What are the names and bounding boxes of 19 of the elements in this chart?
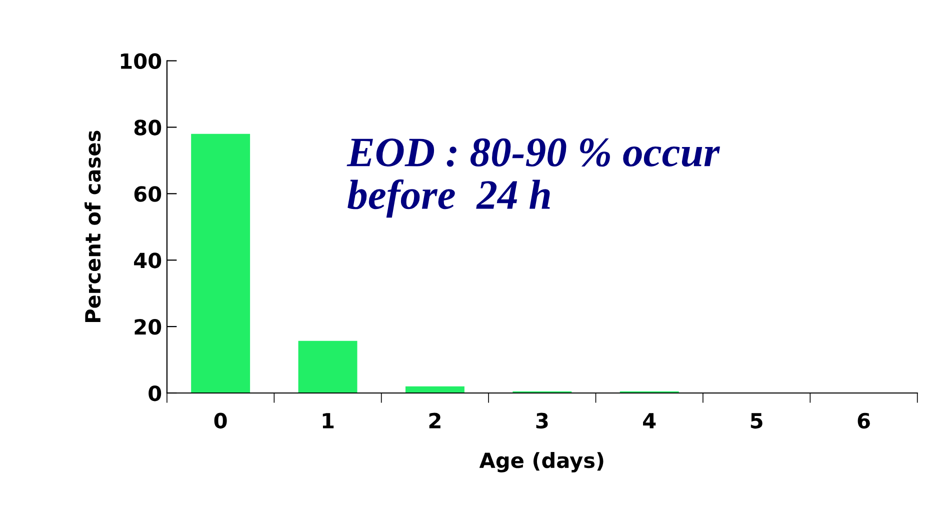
x-tick-label: 2 xyxy=(429,412,440,428)
y-axis-title: Percent of cases xyxy=(84,130,101,322)
x-tick-label: 0 xyxy=(214,412,227,429)
annotation: EOD : 80-90 % occur before 24 h xyxy=(346,138,720,218)
y-tick-label: 20 xyxy=(134,319,162,335)
x-tick-label: 4 xyxy=(643,413,656,428)
bar xyxy=(191,134,250,393)
x-tick-label: 6 xyxy=(858,412,870,429)
x-axis-title: Age (days) xyxy=(479,452,604,472)
x-tick-label: 1 xyxy=(322,413,334,428)
x-tick-label: 3 xyxy=(536,412,548,429)
y-tick-label: 80 xyxy=(134,120,162,136)
y-tick-label: 40 xyxy=(134,252,162,268)
x-tick-label: 5 xyxy=(750,413,762,429)
bar xyxy=(405,386,464,393)
bar xyxy=(298,340,358,393)
y-tick-label: 100 xyxy=(120,53,162,69)
y-tick-label: 60 xyxy=(134,186,162,202)
y-tick-label: 0 xyxy=(148,385,162,402)
